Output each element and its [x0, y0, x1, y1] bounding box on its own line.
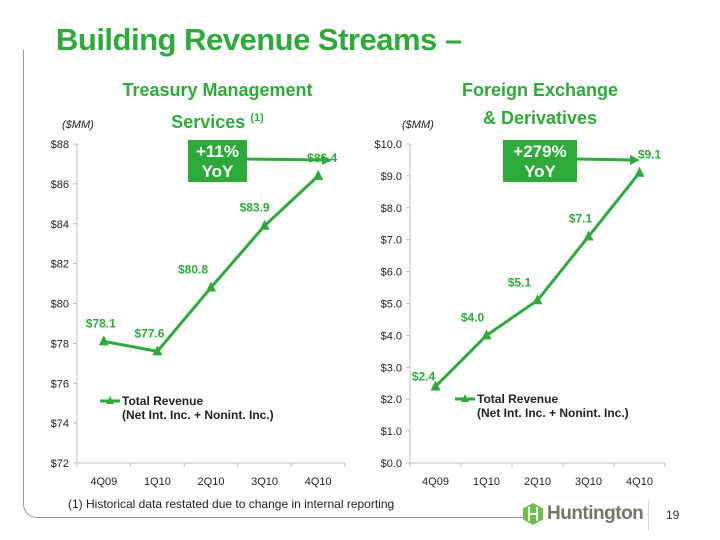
- legend-marker: [461, 394, 469, 402]
- x-tick-label: 1Q10: [473, 476, 500, 488]
- data-label: $9.1: [638, 148, 662, 162]
- y-tick-label: $5.0: [381, 299, 402, 311]
- page-number: 19: [666, 508, 680, 522]
- callout-pct: +11%: [195, 142, 239, 161]
- y-tick-label: $72: [51, 458, 69, 470]
- x-tick-label: 4Q10: [626, 476, 653, 488]
- data-point-marker: [206, 281, 216, 292]
- x-tick-label: 4Q09: [90, 476, 117, 488]
- y-tick-label: $82: [51, 259, 69, 271]
- chart-title-line2: & Derivatives: [482, 108, 598, 128]
- y-tick-label: $80: [51, 299, 69, 311]
- data-point-marker: [152, 345, 163, 356]
- chart-title-line1: Treasury Management: [122, 80, 313, 100]
- callout-label: YoY: [201, 162, 234, 181]
- chart-title-treasury: Treasury Management Services (1): [100, 76, 335, 136]
- legend-marker: [106, 396, 114, 404]
- data-point-marker: [583, 230, 594, 241]
- x-tick-label: 4Q09: [422, 476, 449, 488]
- chart-title-fx: Foreign Exchange & Derivatives: [420, 76, 660, 132]
- y-tick-label: $2.0: [381, 394, 402, 406]
- series-line: [434, 171, 641, 388]
- divider: [648, 500, 649, 530]
- y-tick-label: $88: [51, 139, 69, 151]
- y-tick-label: $9.0: [381, 171, 402, 183]
- y-tick-label: $84: [51, 219, 69, 231]
- data-point-marker: [634, 166, 645, 177]
- x-tick-label: 4Q10: [305, 476, 332, 488]
- callout-arrowhead: [630, 155, 640, 165]
- y-tick-label: $1.0: [381, 426, 402, 438]
- callout-arrow: [246, 157, 325, 162]
- data-point-marker: [259, 219, 270, 230]
- yoy-callout: +11% YoY: [188, 140, 247, 182]
- y-tick-label: $86: [51, 179, 69, 191]
- chart-title-line2: Services: [171, 112, 246, 132]
- data-label: $77.6: [134, 326, 164, 340]
- x-tick-label: 2Q10: [524, 476, 551, 488]
- slide-title: Building Revenue Streams –: [56, 22, 462, 57]
- data-point-marker: [532, 294, 543, 305]
- x-tick-label: 2Q10: [198, 476, 225, 488]
- data-point-marker: [430, 380, 441, 391]
- brand-logo: Huntington: [523, 503, 644, 525]
- callout-label: YoY: [524, 162, 556, 181]
- footnote: (1) Historical data restated due to chan…: [68, 497, 395, 511]
- y-tick-label: $4.0: [381, 330, 402, 342]
- callout-arrow: [576, 157, 633, 162]
- legend-label-line2: (Net Int. Inc. + Nonint. Inc.): [122, 408, 274, 422]
- unit-label: ($MM): [402, 119, 434, 131]
- data-label: $80.8: [178, 263, 208, 277]
- frame-border: [23, 50, 524, 518]
- legend-label: Total Revenue: [122, 394, 203, 408]
- huntington-logo-icon: [523, 503, 543, 525]
- x-tick-label: 1Q10: [144, 476, 171, 488]
- x-tick-label: 3Q10: [575, 476, 602, 488]
- data-label: $78.1: [86, 316, 116, 330]
- y-tick-label: $7.0: [381, 235, 402, 247]
- data-point-marker: [98, 335, 109, 346]
- legend-label-line2: (Net Int. Inc. + Nonint. Inc.): [477, 406, 629, 420]
- data-label: $83.9: [240, 201, 270, 215]
- brand-name: Huntington: [547, 503, 644, 524]
- y-tick-label: $6.0: [381, 267, 402, 279]
- callout-arrowhead: [322, 155, 332, 165]
- data-label: $4.0: [461, 310, 485, 324]
- y-tick-label: $10.0: [374, 139, 402, 151]
- chart-title-footnote-ref: (1): [250, 112, 264, 124]
- y-tick-label: $8.0: [381, 203, 402, 215]
- yoy-callout: +279% YoY: [503, 140, 577, 182]
- chart-title-line1: Foreign Exchange: [461, 80, 619, 100]
- data-point-marker: [313, 169, 324, 180]
- legend-label: Total Revenue: [477, 392, 558, 406]
- callout-pct: +279%: [513, 142, 567, 161]
- y-tick-label: $0.0: [381, 458, 402, 470]
- y-tick-label: $76: [51, 378, 69, 390]
- y-tick-label: $74: [51, 418, 69, 430]
- y-tick-label: $3.0: [381, 362, 402, 374]
- data-point-marker: [481, 329, 492, 340]
- unit-label: ($MM): [62, 119, 94, 131]
- data-label: $7.1: [569, 212, 593, 226]
- data-label: $2.4: [412, 369, 436, 383]
- y-tick-label: $78: [51, 338, 69, 350]
- x-tick-label: 3Q10: [251, 476, 278, 488]
- data-label: $5.1: [508, 275, 532, 289]
